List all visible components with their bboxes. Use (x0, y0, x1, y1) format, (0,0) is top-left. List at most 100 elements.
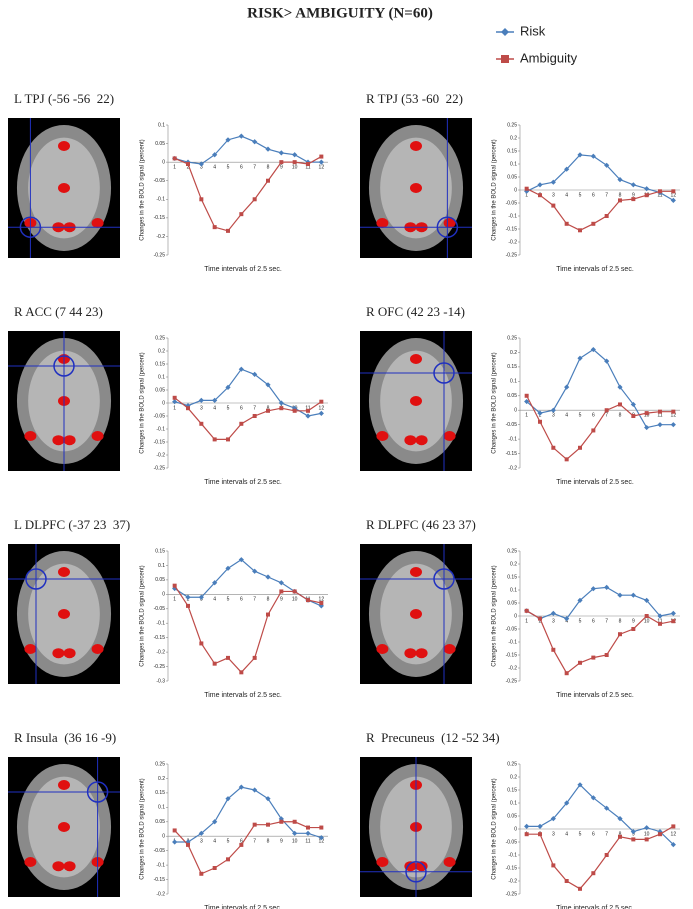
y-tick-label: 0.1 (158, 374, 165, 380)
x-axis-label: Time intervals of 2.5 sec. (204, 479, 282, 486)
series-marker (238, 557, 244, 563)
series-line (174, 397, 322, 440)
x-tick-label: 8 (267, 405, 270, 411)
series-marker (212, 866, 217, 870)
series-marker (306, 162, 310, 166)
series-marker (591, 221, 596, 226)
y-tick-label: -0.1 (508, 436, 517, 442)
series-marker (319, 154, 324, 159)
x-tick-label: 7 (253, 164, 256, 170)
series-marker (604, 653, 609, 657)
activation (58, 183, 70, 193)
series-marker (252, 139, 258, 145)
y-axis-label: Changes in the BOLD signal (percent) (140, 565, 146, 666)
series-line (174, 368, 322, 417)
legend-marker (501, 55, 509, 63)
series-marker (658, 621, 662, 626)
x-axis-label: Time intervals of 2.5 sec. (556, 266, 634, 273)
y-axis-label: Changes in the BOLD signal (percent) (140, 352, 146, 453)
series-marker (266, 612, 270, 617)
series-marker (265, 382, 271, 388)
x-tick-label: 8 (267, 839, 270, 845)
x-tick-label: 12 (319, 405, 325, 411)
y-tick-label: 0 (514, 408, 517, 414)
activation (410, 567, 422, 577)
series-marker (644, 186, 650, 192)
panel-title: R OFC (42 23 -14) (366, 304, 465, 319)
series-marker (564, 671, 569, 676)
activation (404, 435, 417, 446)
series-marker (198, 161, 204, 167)
x-tick-label: 7 (605, 618, 608, 624)
activation (52, 861, 65, 872)
x-axis-label: Time intervals of 2.5 sec. (556, 905, 634, 909)
series-marker (212, 580, 218, 586)
y-tick-label: 0.15 (507, 148, 517, 154)
y-tick-label: 0.05 (507, 174, 517, 180)
y-tick-label: -0.15 (154, 439, 166, 445)
y-tick-label: -0.05 (506, 626, 518, 632)
x-tick-label: 5 (579, 413, 582, 419)
series-marker (577, 597, 583, 603)
series-marker (252, 568, 258, 574)
activation (443, 218, 456, 228)
series-marker (524, 608, 529, 613)
series-marker (279, 819, 284, 824)
y-tick-label: -0.25 (154, 252, 166, 258)
series-marker (225, 137, 231, 143)
activation (24, 857, 37, 867)
series-marker (524, 186, 529, 191)
series-marker (644, 614, 649, 618)
panel-title: R ACC (7 44 23) (14, 304, 103, 319)
x-tick-label: 9 (280, 597, 283, 603)
y-tick-label: 0.1 (158, 805, 165, 811)
roi-circle (53, 355, 75, 377)
series-marker (172, 583, 177, 588)
x-tick-label: 12 (671, 831, 677, 837)
x-tick-label: 5 (579, 618, 582, 624)
series-marker (538, 616, 542, 621)
series-marker (172, 839, 178, 845)
series-marker (644, 424, 650, 431)
series-marker (671, 619, 676, 624)
series-marker (591, 871, 596, 876)
series-marker (550, 610, 556, 616)
series-marker (657, 422, 663, 428)
y-tick-label: -0.1 (508, 639, 517, 645)
series-marker (671, 189, 676, 194)
x-tick-label: 8 (619, 618, 622, 624)
y-tick-label: -0.25 (154, 465, 166, 471)
y-tick-label: 0 (162, 834, 165, 840)
y-tick-label: 0.1 (158, 122, 165, 128)
y-tick-label: -0.2 (156, 649, 165, 655)
activation (58, 822, 70, 832)
series-marker (550, 816, 556, 822)
series-marker (631, 414, 636, 418)
series-marker (658, 409, 662, 414)
x-tick-label: 11 (305, 405, 310, 411)
series-marker (618, 402, 622, 407)
series-marker (266, 822, 270, 827)
x-tick-label: 10 (292, 839, 298, 845)
series-marker (226, 857, 230, 862)
series-marker (186, 406, 190, 411)
y-tick-label: -0.3 (156, 678, 165, 684)
activation (410, 183, 422, 193)
series-marker (658, 832, 662, 837)
figure-title: RISK> AMBIGUITY (N=60) (247, 5, 433, 21)
series-marker (225, 796, 231, 802)
series-marker (578, 660, 582, 665)
y-tick-label: -0.25 (506, 678, 518, 684)
y-tick-label: 0.1 (510, 800, 517, 806)
activation (58, 567, 70, 577)
series-marker (265, 796, 271, 802)
series-marker (551, 863, 556, 868)
y-tick-label: -0.15 (154, 635, 166, 641)
y-tick-label: 0.05 (155, 141, 165, 147)
series-marker (226, 655, 230, 660)
x-axis-label: Time intervals of 2.5 sec. (204, 905, 282, 909)
legend-label: Ambiguity (520, 50, 578, 65)
x-tick-label: 1 (525, 618, 528, 624)
x-tick-label: 1 (173, 597, 176, 603)
x-tick-label: 5 (227, 597, 230, 603)
